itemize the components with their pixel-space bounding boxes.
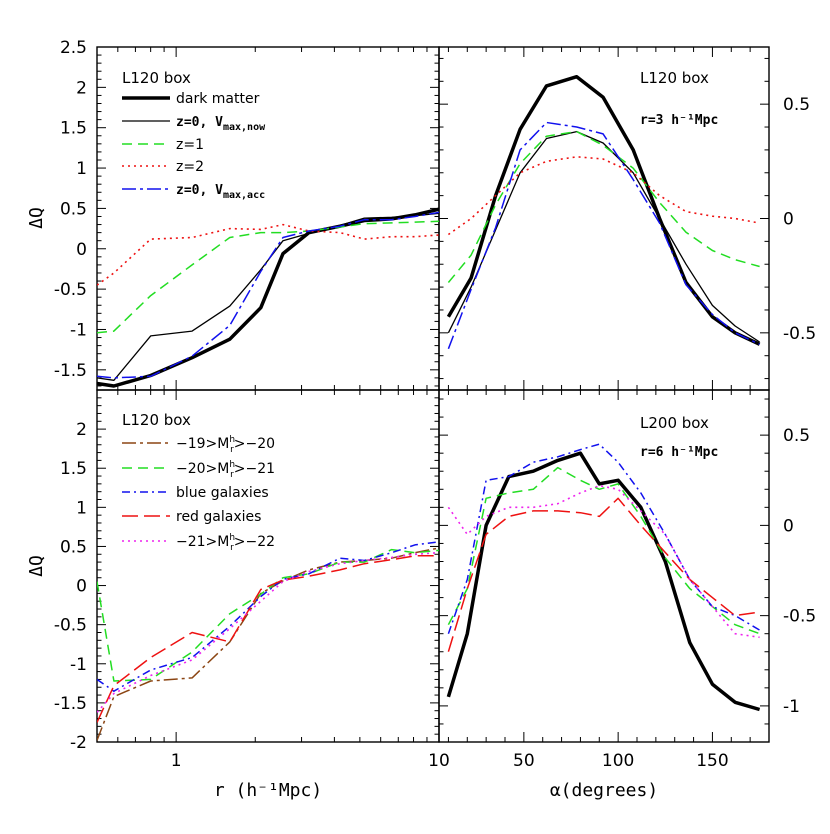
bl-box-label: L120 box — [122, 411, 191, 429]
panel-2-series-2-line — [97, 541, 439, 692]
panel-3-xtick-label: 50 — [513, 751, 535, 771]
panel-2-series-0-line — [97, 547, 439, 741]
panel-3-series-2-line — [447, 443, 760, 634]
panel-1-series-3-line — [447, 156, 760, 236]
panel-bottom-right-frame — [438, 389, 770, 743]
legend-label-vmax-now-sub: max,now — [223, 122, 266, 133]
legend-label-red: red galaxies — [176, 509, 261, 525]
panel-0-ytick-label: 2 — [76, 78, 87, 98]
br-xlabel: α(degrees) — [550, 780, 658, 801]
panel-2-ytick-label: 1.5 — [60, 459, 87, 479]
br-box-label: L200 box — [640, 414, 709, 432]
panel-0-ytick-label: 1.5 — [60, 119, 87, 139]
mag21-sup: h — [229, 533, 235, 543]
legend-label-vmax-now: z=0, Vmax,now — [176, 115, 266, 133]
panel-3-ytick-label: -1 — [783, 697, 800, 717]
panel-2-series-1-line — [97, 548, 439, 682]
legend-bottom-left: −19>Mh r>−20 −20>Mh r>−21 blue galaxies re… — [122, 435, 275, 553]
mag19-pre: −19>M — [176, 436, 229, 452]
panel-2-ytick-label: 0 — [76, 577, 87, 597]
legend-label-z1: z=1 — [176, 137, 204, 153]
panel-2-series-4-line — [97, 551, 439, 713]
panel-1-series-2-line — [447, 130, 760, 283]
legend-label-mag-21: −21>Mh r>−22 — [176, 533, 275, 553]
panel-2-series-3-line — [97, 555, 439, 723]
mag19-sup: h — [229, 435, 235, 445]
panel-0-ytick-label: -1 — [70, 320, 87, 340]
panel-3-ytick-label: 0 — [783, 516, 794, 536]
panel-2-ytick-label: 2 — [76, 420, 87, 440]
panel-2-ytick-label: 0.5 — [60, 537, 87, 557]
panel-0-ytick-label: -1.5 — [54, 361, 87, 381]
br-annotation: r=6 h⁻¹Mpc — [640, 445, 718, 460]
panel-2-ytick-label: -2 — [70, 733, 87, 753]
panel-3-series-0-line — [446, 451, 761, 712]
panel-1-ytick-label: -0.5 — [783, 324, 816, 344]
legend-label-dark-matter: dark matter — [176, 91, 260, 107]
panel-3-series-3-line — [447, 497, 760, 652]
panel-3-ytick-label: 0.5 — [783, 426, 810, 446]
bl-ylabel: ΔQ — [26, 555, 47, 577]
legend-label-vmax-now-main: z=0, V — [176, 115, 223, 130]
panel-2-ytick-label: -1 — [70, 655, 87, 675]
panel-1-series-1-line — [447, 130, 760, 343]
mag19-post: >−20 — [234, 436, 275, 452]
tr-box-label: L120 box — [640, 69, 709, 87]
panel-2-ytick-label: -0.5 — [54, 616, 87, 636]
mag19-sub: r — [230, 445, 234, 455]
panel-0-series-4-line — [97, 211, 439, 379]
panel-1-series-group — [446, 74, 761, 350]
panel-0-ytick-label: 0.5 — [60, 199, 87, 219]
panel-3-series-4-line — [447, 484, 760, 639]
panel-0-series-group — [97, 207, 439, 388]
panel-0-series-1-line — [97, 212, 439, 381]
tr-annotation: r=3 h⁻¹Mpc — [640, 113, 718, 128]
mag20-sub: r — [230, 470, 234, 480]
panel-0-series-3-line — [97, 223, 439, 286]
panel-0-ytick-label: -0.5 — [54, 280, 87, 300]
mag21-sub: r — [230, 543, 234, 553]
panel-3-xtick-label: 100 — [602, 751, 634, 771]
legend-label-vmax-acc-main: z=0, V — [176, 183, 223, 198]
panel-3-series-1-line — [447, 466, 760, 635]
legend-label-blue: blue galaxies — [176, 485, 269, 501]
tl-box-label: L120 box — [122, 69, 191, 87]
panel-2-series-group — [97, 541, 439, 741]
panel-0-ytick-label: 2.5 — [60, 38, 87, 58]
legend-label-vmax-acc: z=0, Vmax,acc — [176, 183, 265, 201]
panel-2-ytick-label: 1 — [76, 498, 87, 518]
panel-3-series-group — [446, 443, 761, 712]
mag21-post: >−22 — [234, 534, 275, 550]
mag20-sup: h — [229, 460, 235, 470]
legend-label-mag-20: −20>Mh r>−21 — [176, 460, 275, 480]
panel-3-ytick-label: -0.5 — [783, 607, 816, 627]
mag20-pre: −20>M — [176, 461, 229, 477]
legend-label-mag-19: −19>Mh r>−20 — [176, 435, 275, 455]
panel-3-xtick-label: 150 — [696, 751, 728, 771]
panel-1-series-4-line — [447, 121, 760, 350]
tl-ylabel: ΔQ — [26, 207, 47, 229]
mag21-pre: −21>M — [176, 534, 229, 550]
legend-label-vmax-acc-sub: max,acc — [223, 190, 265, 201]
bl-xlabel: r (h⁻¹Mpc) — [214, 780, 322, 801]
legend-top-left: dark matter z=0, Vmax,now z=1 z=2 z=0, V… — [122, 91, 266, 201]
mag20-post: >−21 — [234, 461, 275, 477]
panel-2-xtick-label: 10 — [428, 751, 450, 771]
panel-2-ytick-label: -1.5 — [54, 694, 87, 714]
panel-2-xtick-label: 1 — [171, 751, 182, 771]
panel-0-ytick-label: 1 — [76, 159, 87, 179]
panel-0-series-2-line — [97, 220, 439, 334]
legend-label-z2: z=2 — [176, 159, 204, 175]
panel-0-ytick-label: 0 — [76, 240, 87, 260]
panel-1-ytick-label: 0 — [783, 210, 794, 230]
panel-1-ytick-label: 0.5 — [783, 95, 810, 115]
